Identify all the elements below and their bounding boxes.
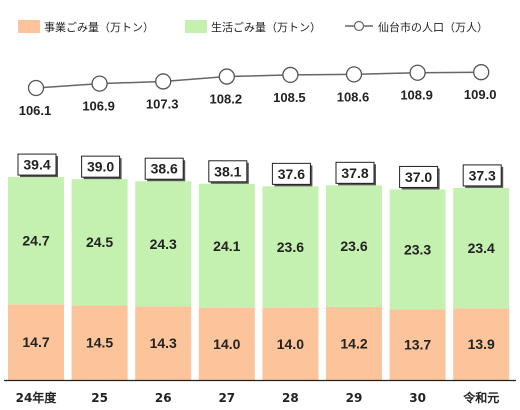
population-label: 108.5 — [273, 90, 306, 105]
bar-business-waste — [262, 307, 319, 380]
population-marker — [473, 64, 490, 81]
population-marker — [27, 79, 45, 97]
population-marker — [345, 66, 363, 83]
bars-layer: 14.7 24.7 39.4 14.5 24.5 39.0 14.3 24.3 38.6 14.0… — [8, 153, 510, 380]
total-box — [271, 162, 311, 185]
bar-household-waste — [389, 189, 446, 310]
legend-marker-population — [353, 20, 365, 32]
label-household-waste: 24.5 — [86, 234, 113, 250]
label-total: 38.1 — [214, 163, 241, 179]
bar-household-waste — [8, 177, 64, 305]
legend-swatch-household-waste — [185, 20, 207, 33]
population-label: 108.9 — [400, 88, 433, 103]
x-axis: 24年度 25 26 27 28 29 30 令和元 — [4, 379, 516, 405]
legend-swatch-business-waste — [18, 20, 40, 33]
bar-business-waste — [326, 306, 382, 380]
population-marker — [91, 75, 108, 92]
label-total: 37.6 — [278, 166, 305, 182]
bar-business-waste — [389, 309, 446, 380]
population-line — [35, 71, 482, 89]
total-box — [462, 164, 502, 187]
total-box — [335, 161, 375, 184]
population-marker — [282, 66, 299, 84]
bar-business-waste — [198, 307, 255, 380]
label-business-waste: 14.5 — [86, 335, 113, 351]
label-household-waste: 23.3 — [404, 241, 431, 257]
population-marker — [218, 68, 235, 85]
bar-household-waste — [71, 179, 128, 306]
label-total: 37.3 — [469, 167, 496, 183]
population-label: 108.2 — [210, 92, 243, 107]
population-marker — [409, 64, 426, 81]
x-tick-label: 29 — [346, 391, 363, 405]
label-household-waste: 23.6 — [340, 238, 367, 254]
label-household-waste: 23.4 — [468, 240, 495, 256]
label-total: 39.4 — [23, 157, 50, 173]
label-business-waste: 14.3 — [150, 335, 177, 351]
bar-business-waste — [8, 304, 64, 380]
label-business-waste: 14.7 — [22, 334, 49, 350]
population-line-layer: 106.1 106.9 107.3 108.2 108.5 108.6 108.9 109.0 — [19, 64, 497, 118]
label-total: 39.0 — [87, 159, 114, 175]
label-business-waste: 13.7 — [404, 337, 431, 353]
legend-label-business-waste: 事業ごみ量（万トン） — [44, 20, 154, 34]
total-box — [81, 155, 121, 178]
legend-label-household-waste: 生活ごみ量（万トン） — [211, 20, 321, 34]
label-business-waste: 14.2 — [340, 335, 367, 351]
bar-household-waste — [453, 187, 510, 309]
label-total: 37.0 — [405, 169, 432, 185]
bar-business-waste — [71, 305, 128, 380]
bar-household-waste — [262, 186, 319, 308]
x-tick-label: 26 — [155, 391, 172, 405]
x-tick-label: 25 — [91, 391, 108, 405]
label-business-waste: 14.0 — [277, 336, 304, 352]
label-business-waste: 13.9 — [468, 336, 495, 352]
population-label: 106.1 — [19, 103, 52, 118]
total-box — [208, 160, 248, 183]
label-business-waste: 14.0 — [213, 336, 240, 352]
label-household-waste: 24.1 — [213, 238, 240, 254]
label-household-waste: 24.7 — [22, 233, 49, 249]
label-total: 37.8 — [341, 165, 368, 181]
x-tick-label: 28 — [282, 391, 299, 405]
population-label: 109.0 — [464, 87, 497, 102]
population-label: 107.3 — [146, 96, 179, 111]
bar-household-waste — [326, 185, 382, 307]
bar-business-waste — [453, 308, 510, 380]
total-box — [17, 153, 57, 176]
population-label: 108.6 — [337, 89, 370, 104]
label-household-waste: 24.3 — [150, 236, 177, 252]
bar-household-waste — [198, 183, 255, 308]
label-household-waste: 23.6 — [277, 239, 304, 255]
legend: 事業ごみ量（万トン） 生活ごみ量（万トン） 仙台市の人口（万人） — [18, 20, 488, 34]
bar-business-waste — [135, 306, 192, 380]
x-tick-label: 24年度 — [16, 390, 58, 405]
x-tick-label: 令和元 — [462, 390, 499, 405]
label-total: 38.6 — [151, 161, 178, 177]
total-box — [399, 165, 439, 188]
legend-label-population: 仙台市の人口（万人） — [378, 20, 488, 34]
total-box — [144, 157, 184, 180]
x-tick-label: 27 — [218, 391, 235, 405]
population-marker — [155, 73, 172, 90]
x-tick-label: 30 — [409, 391, 426, 405]
population-label: 106.9 — [82, 99, 115, 114]
bar-household-waste — [135, 181, 192, 307]
